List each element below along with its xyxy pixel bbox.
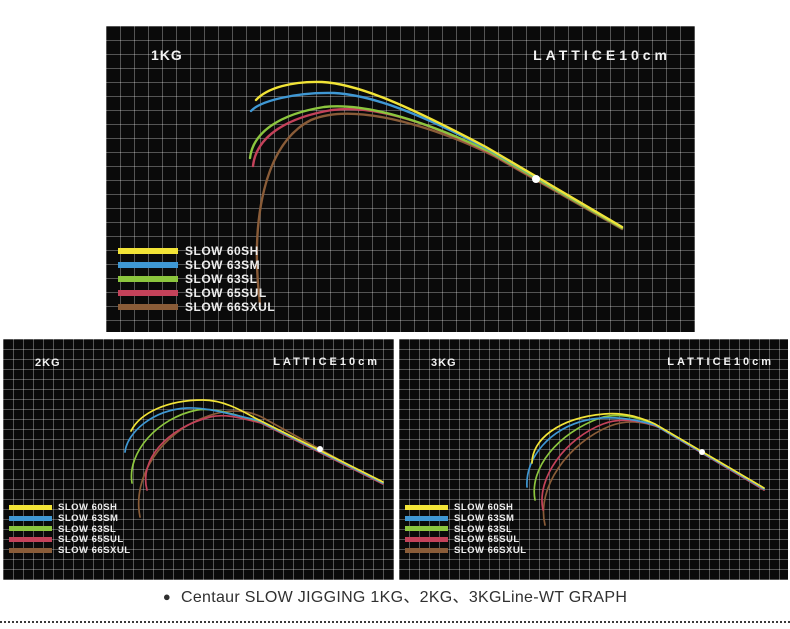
weight-label: 3KG (431, 357, 457, 369)
rod-curves-svg (526, 412, 765, 526)
legend-label: SLOW 60SH (454, 501, 514, 513)
legend-label: SLOW 63SM (454, 512, 515, 524)
legend-swatch (9, 504, 52, 510)
legend-label: SLOW 63SL (58, 523, 117, 535)
bullet-icon: ● (162, 589, 171, 604)
legend-row: SLOW 60SH (9, 502, 131, 513)
weight-label: 1KG (151, 47, 183, 63)
rod-curve-slow-63sl (248, 105, 624, 230)
rod-curve-slow-66sxul (255, 112, 624, 306)
caption-text: Centaur SLOW JIGGING 1KG、2KG、3KGLine-WT … (180, 589, 628, 606)
legend-label: SLOW 65SUL (454, 534, 520, 546)
legend-swatch (118, 276, 178, 282)
chart-2kg: 2KG LATTICE10cm SLOW 60SH SLOW 63SM SLOW 6… (3, 339, 394, 580)
dotted-divider (0, 621, 790, 623)
lattice-label: LATTICE10cm (533, 47, 671, 63)
legend-label: SLOW 65SUL (58, 534, 124, 546)
legend: SLOW 60SH SLOW 63SM SLOW 63SL SLOW 65SUL SLO… (405, 502, 527, 556)
legend-swatch (118, 290, 178, 296)
legend-row: SLOW 66SXUL (118, 300, 275, 314)
legend-swatch (405, 526, 448, 532)
legend-row: SLOW 63SL (9, 524, 131, 535)
legend-label: SLOW 60SH (58, 501, 118, 513)
reference-dot (699, 449, 705, 455)
legend-row: SLOW 60SH (118, 244, 275, 258)
legend: SLOW 60SH SLOW 63SM SLOW 63SL SLOW 65SUL SLO… (118, 244, 275, 314)
rod-curve-slow-60sh (531, 412, 765, 489)
legend-label: SLOW 66SXUL (185, 300, 276, 314)
legend-swatch (9, 548, 52, 554)
legend-label: SLOW 63SM (58, 512, 119, 524)
rod-curve-slow-66sxul (137, 410, 384, 518)
rod-curves-svg (248, 80, 624, 306)
legend-swatch (405, 537, 448, 543)
legend-row: SLOW 66SXUL (405, 545, 527, 556)
rod-curve-slow-66sxul (542, 421, 765, 526)
legend-swatch (405, 504, 448, 510)
caption: ● Centaur SLOW JIGGING 1KG、2KG、3KGLine-WT… (0, 583, 790, 607)
rod-curve-slow-65sul (251, 107, 624, 230)
lattice-label: LATTICE10cm (667, 356, 774, 368)
legend-row: SLOW 65SUL (9, 534, 131, 545)
legend-swatch (118, 262, 178, 268)
legend-label: SLOW 63SL (185, 272, 258, 286)
rod-curve-slow-63sm (249, 91, 624, 229)
chart-1kg: 1KG LATTICE10cm SLOW 60SH SLOW 63SM SLOW 6… (106, 26, 695, 332)
legend-swatch (118, 304, 178, 310)
legend-swatch (9, 526, 52, 532)
reference-dot (317, 446, 323, 452)
rod-curves-svg (124, 399, 384, 518)
legend-label: SLOW 63SM (185, 258, 261, 272)
reference-dot (532, 175, 540, 183)
weight-label: 2KG (35, 357, 61, 369)
rod-curve-slow-65sul (541, 419, 765, 511)
rod-curve-slow-65sul (144, 414, 384, 491)
legend-row: SLOW 63SM (118, 258, 275, 272)
legend-label: SLOW 66SXUL (58, 545, 131, 557)
legend-label: SLOW 60SH (185, 244, 259, 258)
legend-label: SLOW 65SUL (185, 286, 267, 300)
legend-row: SLOW 65SUL (405, 534, 527, 545)
rod-curve-slow-60sh (254, 80, 624, 229)
legend-row: SLOW 63SL (118, 272, 275, 286)
rod-curve-slow-63sm (124, 407, 384, 484)
lattice-label: LATTICE10cm (273, 356, 380, 368)
legend-swatch (405, 548, 448, 554)
legend-label: SLOW 63SL (454, 523, 513, 535)
rod-curve-slow-60sh (130, 399, 384, 483)
legend-row: SLOW 60SH (405, 502, 527, 513)
legend-row: SLOW 63SM (405, 513, 527, 524)
legend-swatch (118, 248, 178, 254)
rod-curve-slow-63sl (533, 414, 765, 501)
legend-swatch (9, 515, 52, 521)
legend-label: SLOW 66SXUL (454, 545, 527, 557)
legend-row: SLOW 63SM (9, 513, 131, 524)
chart-3kg: 3KG LATTICE10cm SLOW 60SH SLOW 63SM SLOW 6… (399, 339, 788, 580)
legend-swatch (9, 537, 52, 543)
legend: SLOW 60SH SLOW 63SM SLOW 63SL SLOW 65SUL SLO… (9, 502, 131, 556)
legend-swatch (405, 515, 448, 521)
legend-row: SLOW 65SUL (118, 286, 275, 300)
legend-row: SLOW 66SXUL (9, 545, 131, 556)
legend-row: SLOW 63SL (405, 524, 527, 535)
